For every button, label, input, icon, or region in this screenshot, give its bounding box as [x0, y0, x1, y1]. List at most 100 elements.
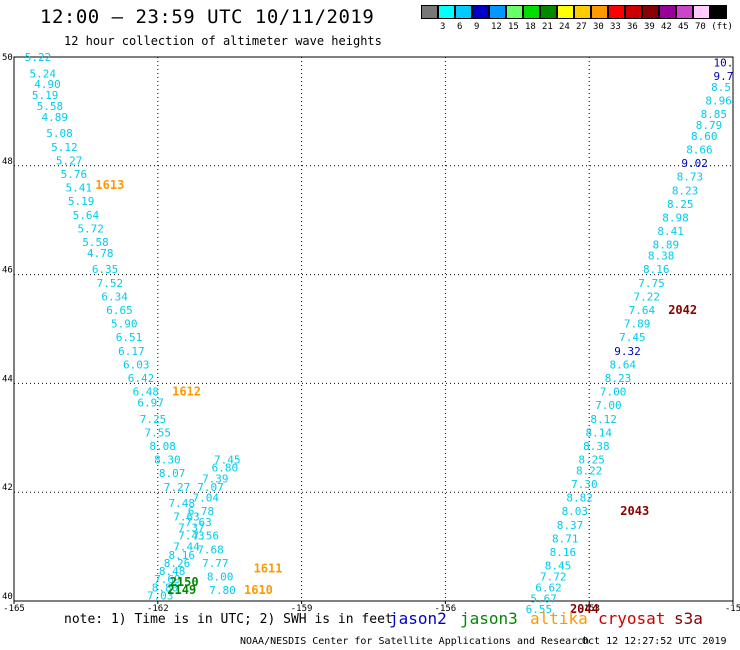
colorbar-label: 36 — [627, 22, 638, 32]
legend-s3a: s3a — [674, 609, 703, 628]
pass-time-label: 2149 — [167, 583, 196, 597]
wave-height-label: 7.69 — [154, 573, 181, 586]
wave-height-label: 6.80 — [212, 462, 239, 475]
wave-height-label: 8.73 — [677, 171, 704, 184]
wave-height-label: 6.03 — [123, 358, 150, 371]
wave-height-label: 7.45 — [214, 454, 241, 467]
wave-height-label: 8.80 — [152, 581, 179, 594]
wave-height-label: 6.48 — [133, 386, 160, 399]
colorbar-swatch — [591, 5, 608, 19]
wave-height-label: 7.07 — [197, 481, 224, 494]
wave-height-label: 6.35 — [92, 263, 119, 276]
colorbar-swatch — [506, 5, 523, 19]
colorbar-swatch — [574, 5, 591, 19]
x-tick-label: -15 — [725, 604, 740, 614]
wave-height-label: 7.44 — [173, 541, 200, 554]
x-tick-label: -153 — [578, 604, 600, 614]
wave-height-label: 5.58 — [37, 100, 64, 113]
wave-height-label: 5.64 — [73, 209, 100, 222]
wave-height-label: 8.71 — [552, 532, 579, 545]
wave-height-label: 7.03 — [147, 590, 174, 603]
wave-height-label: 8.16 — [550, 546, 577, 559]
wave-height-label: 8.12 — [590, 413, 617, 426]
wave-height-label: 5.22 — [25, 51, 52, 64]
wave-height-label: 6.34 — [101, 290, 128, 303]
wave-height-label: 8.16 — [643, 263, 670, 276]
wave-height-label: 7.55 — [145, 426, 172, 439]
wave-height-label: 8.25 — [578, 454, 605, 467]
wave-height-label: 8.37 — [557, 519, 584, 532]
wave-height-label: 7.22 — [633, 290, 660, 303]
wave-height-label: 7.75 — [638, 277, 665, 290]
wave-height-label: 8.26 — [164, 557, 191, 570]
wave-height-label: 8.38 — [583, 440, 610, 453]
colorbar-label: 70 (ft) — [695, 22, 733, 32]
wave-height-label: 7.56 — [192, 530, 219, 543]
y-tick-label: 46 — [2, 266, 13, 276]
wave-height-label: 8.25 — [667, 198, 694, 211]
colorbar-label: 3 — [440, 22, 446, 32]
wave-height-label: 6.65 — [106, 304, 133, 317]
wave-height-label: 6.97 — [137, 396, 164, 409]
colorbar-swatch — [659, 5, 676, 19]
colorbar-swatch — [421, 5, 438, 19]
wave-height-label: 7.45 — [619, 331, 646, 344]
colorbar-swatch — [557, 5, 574, 19]
wave-height-label: 8.41 — [657, 225, 684, 238]
pass-time-label: 2042 — [668, 303, 697, 317]
wave-height-label: 4.89 — [41, 111, 68, 124]
colorbar-label: 42 — [661, 22, 672, 32]
wave-height-label: 7.48 — [169, 497, 196, 510]
wave-height-label: 7.63 — [173, 511, 200, 524]
colorbar-swatch — [540, 5, 557, 19]
credit-text: NOAA/NESDIS Center for Satellite Applica… — [240, 636, 590, 647]
wave-height-label: 4.78 — [87, 247, 114, 260]
colorbar-label: 6 — [457, 22, 463, 32]
legend-cryosat: cryosat — [598, 609, 666, 628]
y-tick-label: 44 — [2, 374, 13, 384]
wave-height-label: 8.60 — [691, 130, 718, 143]
wave-height-label: 9.02 — [681, 157, 708, 170]
wave-height-label: 8.64 — [610, 358, 637, 371]
wave-height-label: 5.12 — [51, 141, 78, 154]
wave-height-label: 5.27 — [56, 154, 83, 167]
pass-time-label: 2043 — [620, 504, 649, 518]
wave-height-label: 5.58 — [82, 236, 109, 249]
wave-height-label: 8.66 — [686, 143, 713, 156]
wave-height-label: 7.68 — [197, 543, 224, 556]
legend-jason2: jason2 — [389, 609, 447, 628]
wave-height-label: 5.67 — [530, 592, 557, 605]
colorbar-swatch — [608, 5, 625, 19]
colorbar-swatch — [472, 5, 489, 19]
colorbar-label: 30 — [593, 22, 604, 32]
wave-height-label: 9.32 — [614, 345, 641, 358]
colorbar-label: 27 — [576, 22, 587, 32]
wave-height-label: 7.63 — [185, 516, 212, 529]
colorbar-swatch — [676, 5, 693, 19]
wave-height-label: 7.89 — [624, 318, 651, 331]
wave-height-label: 6.51 — [116, 331, 143, 344]
wave-height-label: 8.16 — [169, 549, 196, 562]
wave-height-label: 8.08 — [149, 440, 176, 453]
wave-height-label: 6.42 — [128, 372, 155, 385]
wave-height-label: 7.43 — [178, 530, 205, 543]
wave-height-label: 8.30 — [154, 454, 181, 467]
wave-height-label: 5.08 — [46, 127, 73, 140]
colorbar-label: 9 — [474, 22, 480, 32]
chart-subtitle: 12 hour collection of altimeter wave hei… — [64, 34, 382, 48]
wave-height-label: 6.17 — [118, 345, 145, 358]
wave-height-label: 10. — [713, 56, 733, 69]
wave-height-label: 7.00 — [600, 386, 627, 399]
colorbar-swatch — [523, 5, 540, 19]
pass-time-label: 2150 — [170, 575, 199, 589]
colorbar-swatch — [625, 5, 642, 19]
wave-height-label: 4.90 — [34, 78, 61, 91]
wave-height-label: 5.24 — [30, 67, 57, 80]
colorbar-label: 33 — [610, 22, 621, 32]
pass-time-label: 1613 — [95, 178, 124, 192]
colorbar-label: 21 — [542, 22, 553, 32]
wave-height-label: 5.90 — [111, 318, 138, 331]
wave-height-label: 8.23 — [605, 372, 632, 385]
colorbar-swatch — [710, 5, 727, 19]
